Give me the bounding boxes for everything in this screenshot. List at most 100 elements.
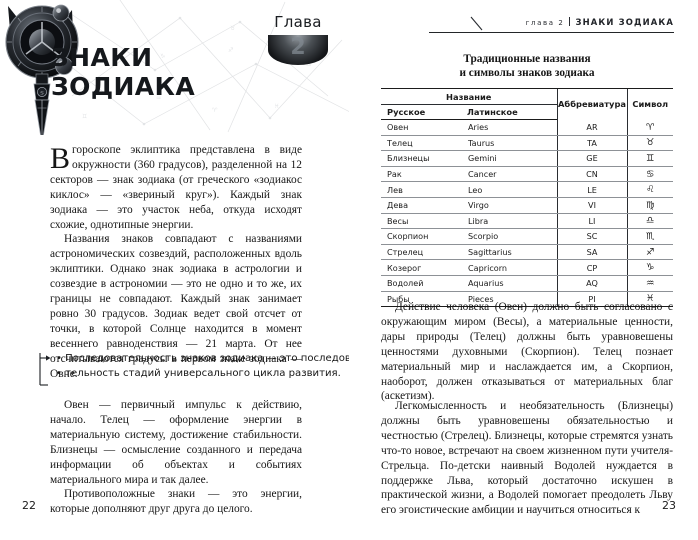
table-row: Дева Virgo VI ♍: [381, 197, 673, 214]
running-head-title: ЗНАКИ ЗОДИАКА: [575, 17, 674, 27]
table-caption-line-1: Традиционные названия: [463, 53, 591, 65]
chapter-badge-dome: 2: [268, 35, 328, 65]
running-head-rule: [429, 32, 674, 33]
cell-russian: Дева: [381, 197, 461, 214]
cell-abbreviation: GE: [556, 150, 627, 167]
chapter-hero-graphic: ♉ ♐ ♑ ♒ ♈ ♓ ♊ ♎: [0, 0, 349, 135]
cell-latin: Aquarius: [461, 275, 557, 292]
table-row: Козерог Capricorn CP ♑: [381, 259, 673, 276]
cell-latin: Libra: [461, 213, 557, 230]
cell-russian: Лев: [381, 181, 461, 198]
table-row: Телец Taurus TA ♉: [381, 135, 673, 152]
cell-russian: Рыбы: [381, 291, 461, 308]
left-body-text-bottom: Овен — первичный импульс к действию, нач…: [50, 398, 302, 517]
paragraph-2: Легкомысленность и необязательность (Бли…: [381, 400, 673, 517]
svg-text:♉: ♉: [230, 25, 235, 32]
cell-russian: Овен: [381, 119, 461, 136]
cell-abbreviation: LI: [556, 213, 627, 230]
cell-abbreviation: SA: [556, 244, 627, 261]
page-title-line-1: ЗНАКИ: [51, 43, 153, 72]
cell-symbol: ♑: [626, 259, 673, 276]
cell-latin: Sagittarius: [461, 244, 557, 261]
callout-line-1: • Последовательность знаков зодиака — эт…: [56, 353, 361, 364]
cell-latin: Capricorn: [461, 259, 557, 276]
cell-latin: Pieces: [461, 291, 557, 308]
right-page: глава 2 ЗНАКИ ЗОДИАКА Традиционные назван…: [349, 0, 698, 540]
cell-latin: Cancer: [461, 166, 557, 183]
page-title-line-2: ЗОДИАКА: [51, 72, 196, 101]
cell-russian: Скорпион: [381, 228, 461, 245]
running-head-text: глава 2 ЗНАКИ ЗОДИАКА: [526, 17, 674, 27]
drop-cap: В: [50, 142, 71, 175]
cell-symbol: ♏: [626, 228, 673, 245]
cell-symbol: ♓: [626, 291, 673, 308]
zodiac-amulet-icon: ♋: [5, 4, 79, 135]
right-body-text-bottom: Легкомысленность и необязательность (Бли…: [381, 399, 673, 518]
cell-latin: Scorpio: [461, 228, 557, 245]
svg-text:♓: ♓: [274, 103, 279, 110]
cell-symbol: ♍: [626, 197, 673, 214]
cell-latin: Virgo: [461, 197, 557, 214]
svg-text:♊: ♊: [82, 113, 87, 120]
cell-symbol: ♒: [626, 275, 673, 292]
header-latin: Латинское: [461, 104, 557, 120]
chapter-badge: Глава 2: [258, 14, 338, 76]
zodiac-table: Название Аббревиатура Символ Русское Лат…: [381, 88, 673, 308]
svg-text:♒: ♒: [156, 95, 161, 102]
running-head: глава 2 ЗНАКИ ЗОДИАКА: [349, 16, 698, 42]
table-header-sub-row: Русское Латинское: [381, 104, 673, 120]
paragraph-4: Противоположные знаки — это энергии, кот…: [50, 488, 302, 516]
table-head: Название Аббревиатура Символ Русское Лат…: [381, 88, 673, 120]
cell-symbol: ♋: [626, 166, 673, 183]
paragraph-2: Названия знаков совпадают с названиями а…: [50, 233, 302, 380]
table-caption-line-2: и символы знаков зодиака: [459, 66, 595, 79]
callout-line-2: • тельность стадий универсального цикла …: [56, 367, 341, 379]
header-russian: Русское: [381, 104, 461, 120]
table-row: Овен Aries AR ♈: [381, 119, 673, 136]
chapter-label: Глава: [274, 13, 322, 31]
paragraph-3: Овен — первичный импульс к действию, нач…: [50, 399, 302, 486]
paragraph-1: Действие человека (Овен) должно быть сог…: [381, 301, 673, 403]
table-body: Овен Aries AR ♈ Телец Taurus TA ♉ Близнецы Gemini…: [381, 119, 673, 308]
left-page: ♉ ♐ ♑ ♒ ♈ ♓ ♊ ♎: [0, 0, 361, 517]
cell-symbol: ♈: [626, 119, 673, 136]
cell-russian: Козерог: [381, 259, 461, 276]
diagonal-rule-icon: [470, 16, 483, 31]
table-row: Рыбы Pieces PI ♓: [381, 291, 673, 308]
svg-text:♈: ♈: [212, 107, 218, 114]
bracket-icon: [39, 353, 51, 386]
svg-text:♐: ♐: [228, 47, 233, 54]
cell-symbol: ♐: [626, 244, 673, 261]
cell-abbreviation: AR: [556, 119, 627, 136]
page-number-right: 23: [662, 499, 676, 512]
table-row: Лев Leo LE ♌: [381, 181, 673, 198]
cell-symbol: ♉: [626, 135, 673, 152]
cell-abbreviation: VI: [556, 197, 627, 214]
header-symbol: Символ: [626, 88, 673, 120]
right-body-text-top: Действие человека (Овен) должно быть сог…: [381, 300, 673, 404]
table-row: Скорпион Scorpio SC ♏: [381, 228, 673, 245]
table-row: Стрелец Sagittarius SA ♐: [381, 244, 673, 261]
callout-text: • Последовательность знаков зодиака — эт…: [56, 352, 361, 381]
svg-text:♑: ♑: [160, 53, 165, 60]
paragraph-1-text: гороскопе эклиптика представлена в виде …: [50, 144, 302, 231]
cell-latin: Gemini: [461, 150, 557, 167]
cell-russian: Рак: [381, 166, 461, 183]
svg-text:♎: ♎: [306, 61, 311, 68]
cell-symbol: ♌: [626, 181, 673, 198]
table-row: Близнецы Gemini GE ♊: [381, 150, 673, 167]
table-row: Рак Cancer CN ♋: [381, 166, 673, 183]
cell-abbreviation: TA: [556, 135, 627, 152]
cell-latin: Leo: [461, 181, 557, 198]
table-row: Весы Libra LI ♎: [381, 213, 673, 230]
page-number-left: 22: [22, 499, 36, 512]
cell-abbreviation: CN: [556, 166, 627, 183]
cell-abbreviation: CP: [556, 259, 627, 276]
header-group-name: Название: [381, 88, 557, 105]
cell-abbreviation: AQ: [556, 275, 627, 292]
chapter-number: 2: [290, 35, 306, 60]
table-caption: Традиционные названия и символы знаков з…: [381, 53, 673, 80]
cell-symbol: ♊: [626, 150, 673, 167]
